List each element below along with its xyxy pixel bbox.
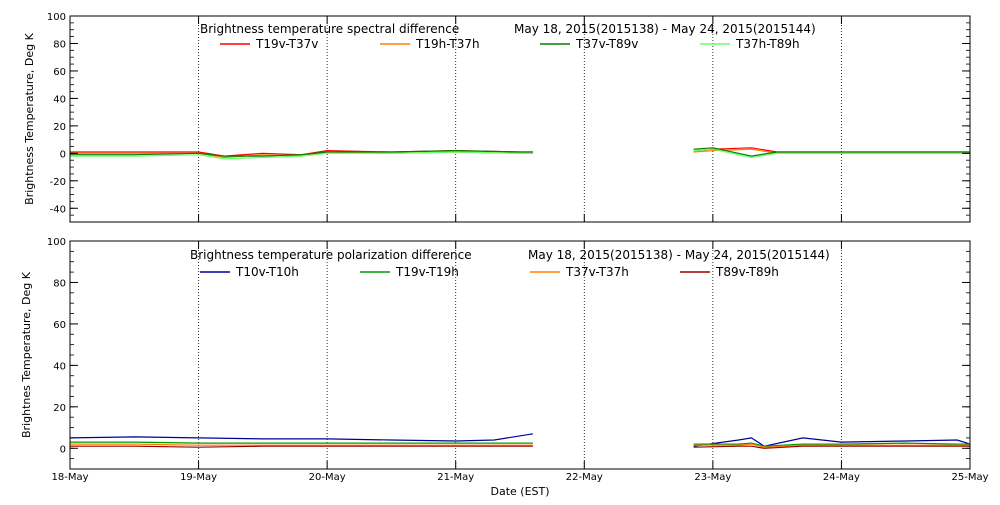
- x-axis-tick-labels: 18-May 19-May 20-May 21-May 22-May 23-May 24-M…: [51, 472, 988, 483]
- spectral-difference-panel: -40 -20 0 20 40 60 80 100 Brightness temperatur…: [23, 12, 971, 223]
- legend-label: T19v-T37v: [255, 37, 318, 51]
- y-tick-label: 60: [53, 67, 66, 78]
- y-tick-label: 80: [53, 278, 66, 289]
- spectral-plot-frame: [69, 15, 971, 223]
- x-tick-label: 20-May: [309, 472, 346, 483]
- spectral-x-ticks: [69, 16, 971, 222]
- spectral-legend: T19v-T37v T19h-T37h T37v-T89v T37h-T89h: [220, 37, 800, 51]
- y-tick-label: 80: [53, 39, 66, 50]
- y-tick-label: 40: [53, 361, 66, 372]
- x-tick-label: 22-May: [566, 472, 603, 483]
- spectral-y-axis-title: Brightness Temperature, Deg K: [23, 32, 36, 204]
- x-tick-label: 24-May: [823, 472, 860, 483]
- y-tick-label: 100: [47, 237, 66, 248]
- y-tick-label: -40: [50, 204, 66, 215]
- legend-label: T19v-T19h: [395, 265, 459, 279]
- polarization-vertical-gridlines: [198, 241, 842, 469]
- x-tick-label: 19-May: [180, 472, 217, 483]
- legend-label: T10v-T10h: [235, 265, 299, 279]
- x-tick-label: 18-May: [51, 472, 88, 483]
- polarization-chart-title: Brightness temperature polarization diff…: [190, 248, 472, 262]
- spectral-vertical-gridlines: [198, 16, 842, 222]
- x-tick-label: 23-May: [694, 472, 731, 483]
- series-line-t10v-t10h: [693, 437, 971, 447]
- polarization-difference-panel: 0 20 40 60 80 100 Brightness temperature pola…: [20, 237, 971, 470]
- polarization-y-axis-title: Brightnes Temperature, Deg K: [20, 271, 33, 438]
- series-line-t37v-t89v: [70, 149, 533, 157]
- polarization-series-layer: [69, 433, 971, 449]
- series-line-t37h-t89h: [693, 148, 970, 159]
- y-tick-label: 100: [47, 12, 66, 23]
- series-line-t89v-t89h: [693, 445, 970, 449]
- y-tick-label: -20: [50, 177, 66, 188]
- spectral-y-ticks: -40 -20 0 20 40 60 80 100: [47, 12, 970, 223]
- y-tick-label: 20: [53, 403, 66, 414]
- series-line-t19v-t19h: [693, 442, 970, 447]
- series-line-t19v-t19h: [70, 441, 533, 444]
- legend-label: T19h-T37h: [415, 37, 480, 51]
- legend-label: T37h-T89h: [735, 37, 800, 51]
- legend-label: T89v-T89h: [715, 265, 779, 279]
- series-line-t37v-t37h: [70, 443, 533, 446]
- series-line-t37v-t37h: [693, 443, 970, 448]
- polarization-chart-subtitle: May 18, 2015(2015138) - May 24, 2015(201…: [528, 248, 830, 262]
- y-tick-label: 0: [60, 149, 66, 160]
- x-axis-title: Date (EST): [490, 485, 549, 498]
- polarization-x-ticks: [69, 241, 971, 469]
- polarization-y-ticks: 0 20 40 60 80 100: [47, 237, 970, 470]
- series-line-t10v-t10h: [69, 433, 533, 442]
- series-line-t37h-t89h: [70, 151, 533, 160]
- spectral-chart-subtitle: May 18, 2015(2015138) - May 24, 2015(201…: [514, 22, 816, 36]
- series-line-t37v-t89v: [693, 147, 970, 157]
- polarization-plot-frame: [69, 240, 971, 470]
- legend-label: T37v-T37h: [565, 265, 629, 279]
- legend-label: T37v-T89v: [575, 37, 638, 51]
- y-tick-label: 60: [53, 320, 66, 331]
- y-tick-label: 0: [60, 444, 66, 455]
- x-tick-label: 21-May: [437, 472, 474, 483]
- polarization-legend: T10v-T10h T19v-T19h T37v-T37h T89v-T89h: [200, 265, 779, 279]
- spectral-series-layer: [70, 147, 970, 160]
- y-tick-label: 20: [53, 122, 66, 133]
- spectral-chart-title: Brightness temperature spectral differen…: [200, 22, 459, 36]
- y-tick-label: 40: [53, 94, 66, 105]
- series-line-t89v-t89h: [70, 445, 533, 448]
- x-tick-label: 25-May: [951, 472, 988, 483]
